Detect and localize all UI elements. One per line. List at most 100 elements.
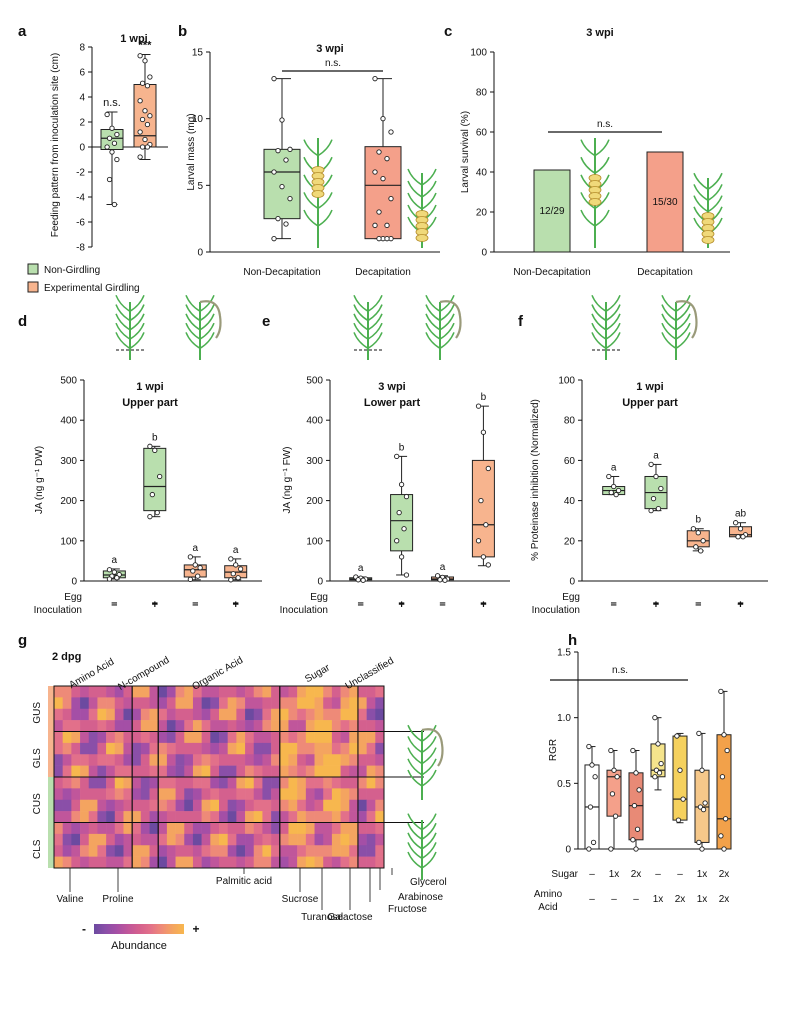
heatmap-cell [114,777,124,789]
heatmap-cell [97,811,107,823]
heatmap-cell [106,788,116,801]
heatmap-cell [149,799,159,812]
heatmap-cell [288,811,298,823]
data-point [147,113,153,119]
plant-leaf [661,332,677,350]
heatmap-cell [88,822,98,835]
data-point [674,733,680,739]
heatmap-cell [366,686,376,698]
heatmap-cell [305,742,315,755]
heatmap-cell [132,708,142,721]
heatmap-cell [80,811,90,823]
heatmap-cell [236,799,246,812]
y-tick-label: -6 [76,218,85,229]
heatmap-cell [340,833,350,846]
heatmap-cell [357,686,367,698]
row-label: Egg [562,592,580,603]
plant-leaf [594,156,610,174]
heatmap-cell [140,686,150,698]
heatmap-cell [184,845,194,857]
significance-letter: a [653,450,659,461]
chart-title: 3 wpi [316,43,344,55]
heatmap-cell [288,686,298,698]
data-point [475,403,482,409]
panel-letter: d [18,313,27,330]
heatmap-cell [219,788,228,801]
plant-leaf [675,304,691,322]
heatmap-cell [323,811,333,823]
heatmap-cell [175,856,185,869]
plant-leaf [115,322,131,340]
heatmap-cell [314,765,324,778]
data-point [590,839,597,846]
heatmap-cell [88,731,98,744]
egg-sign: – [233,597,239,609]
heatmap-cell [219,799,228,812]
heatmap-cell [323,833,333,846]
heatmap-cell [357,754,367,766]
heatmap-cell [279,822,289,835]
data-point [360,577,366,583]
data-point [154,510,160,516]
heatmap-cell [349,720,359,732]
egg-sign: – [653,597,659,609]
heatmap-cell [305,799,315,812]
y-tick-label: 0 [71,577,77,588]
heatmap-cell [158,788,168,801]
heatmap-cell [253,833,263,846]
heatmap-cell [305,697,315,710]
plant-leaf [425,294,441,312]
heatmap-cell [305,754,315,766]
data-point [380,176,386,182]
heatmap-cell [245,845,255,857]
heatmap-cell [123,788,133,801]
bar [533,169,571,253]
heatmap-cell [158,754,168,766]
inoculation-sign: + [737,599,743,611]
heatmap-cell [236,708,246,721]
heatmap-cell [80,720,90,732]
legend-swatch [27,263,39,275]
heatmap-cell [245,686,255,698]
row-label: CUS [32,793,43,814]
plant-leaf [129,294,145,312]
heatmap-cell [158,731,168,744]
heatmap-cell [271,708,281,721]
plant-leaf [353,332,369,350]
heatmap-cell [54,708,63,721]
y-axis-label: % Proteinase inhibition (Normalized) [530,399,541,561]
heatmap-cell [175,799,185,812]
y-tick-label: 6 [79,68,85,79]
heatmap-cell [357,765,367,778]
heatmap-cell [158,833,168,846]
plant-leaf [675,313,691,331]
data-point [144,144,151,150]
heatmap-cell [253,731,263,744]
y-tick-label: 0 [481,248,487,259]
heatmap-cell [184,788,194,801]
heatmap-cell [80,833,90,846]
heatmap-cell [114,822,124,835]
heatmap-cell [331,856,341,869]
amino-level: 1x [653,894,664,905]
data-point [613,491,619,498]
heatmap-cell [357,788,367,801]
heatmap-cell [262,833,272,846]
heatmap-cell [227,720,237,732]
heatmap-cell [175,765,185,778]
amino-level: – [633,894,639,905]
heatmap-cell [314,708,324,721]
y-tick-label: 100 [60,536,77,547]
heatmap-cell [323,742,333,755]
heatmap-cell [366,811,376,823]
heatmap-cell [140,708,150,721]
y-tick-label: 60 [476,128,488,139]
heatmap-cell [236,777,246,789]
data-point [401,526,407,532]
egg-sign: – [737,597,743,609]
heatmap-cell [271,788,281,801]
heatmap-cell [279,777,289,789]
data-point [106,567,113,573]
heatmap-cell [54,833,63,846]
heatmap-cell [236,765,246,778]
